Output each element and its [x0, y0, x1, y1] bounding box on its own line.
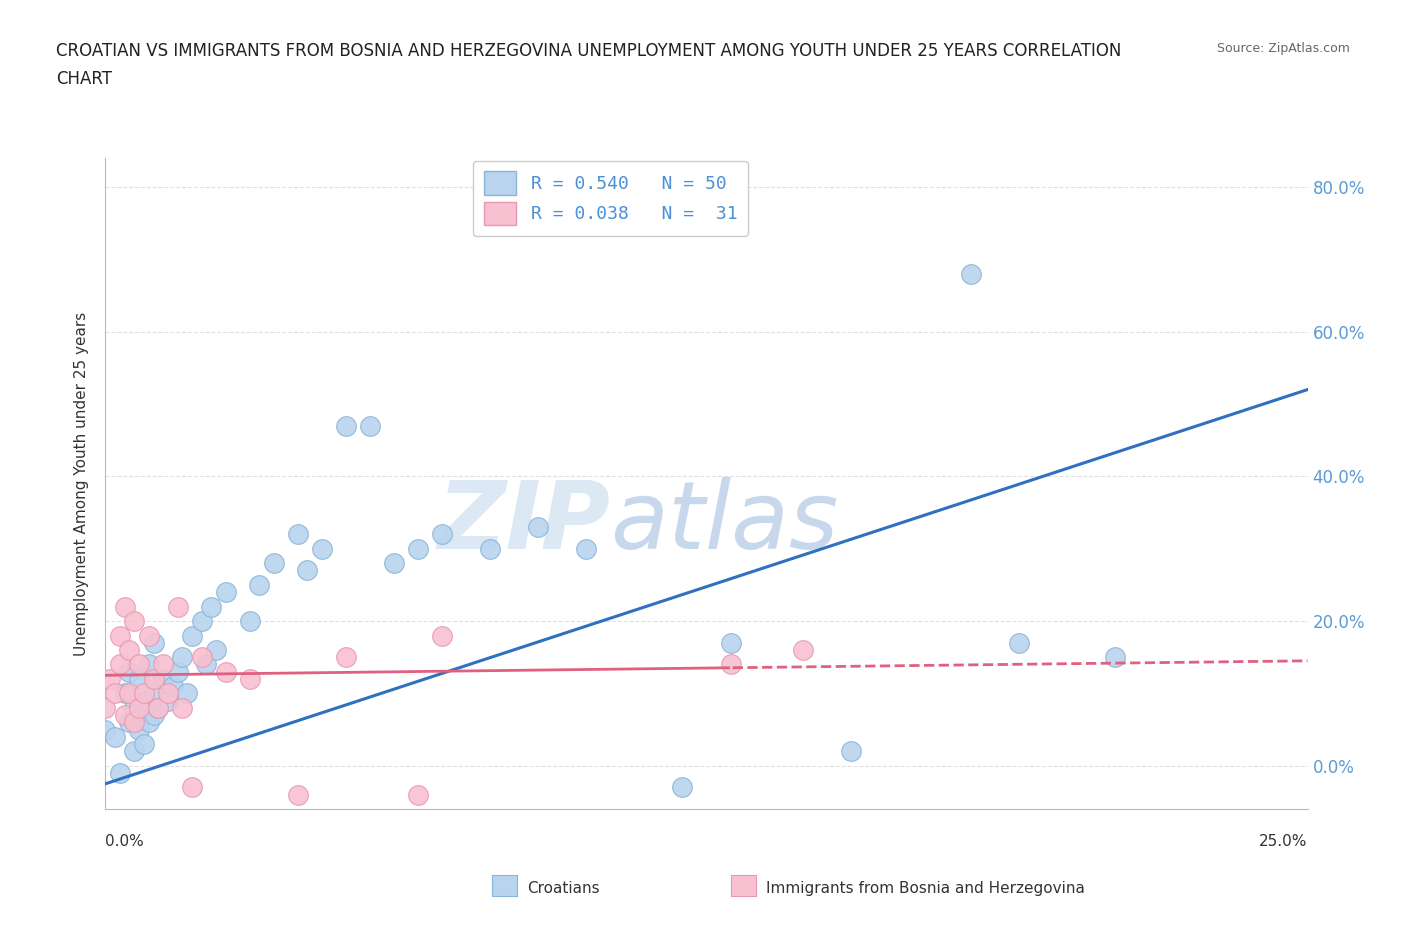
Point: [124, 700, 146, 715]
Point: [181, 780, 204, 795]
Text: Source: ZipAtlas.com: Source: ZipAtlas.com: [1216, 42, 1350, 55]
Point: [152, 671, 174, 686]
Point: [162, 679, 184, 694]
Point: [575, 541, 598, 556]
Point: [430, 628, 453, 643]
Point: [720, 657, 742, 671]
Point: [94, 700, 117, 715]
Point: [792, 643, 814, 658]
Point: [287, 526, 309, 541]
Point: [960, 266, 983, 281]
Point: [138, 628, 160, 643]
Point: [132, 693, 155, 708]
Point: [190, 650, 212, 665]
Point: [128, 700, 150, 715]
Point: [527, 520, 550, 535]
Point: [152, 657, 174, 671]
Point: [335, 650, 357, 665]
Point: [239, 614, 262, 629]
Point: [406, 541, 429, 556]
Point: [142, 671, 165, 686]
Point: [382, 556, 405, 571]
Point: [118, 686, 141, 701]
Point: [181, 628, 204, 643]
Point: [263, 556, 285, 571]
Text: atlas: atlas: [610, 477, 838, 568]
Point: [98, 671, 121, 686]
Point: [166, 664, 188, 679]
Point: [297, 563, 319, 578]
Text: Croatians: Croatians: [527, 881, 600, 896]
Point: [132, 737, 155, 751]
Point: [239, 671, 262, 686]
Point: [114, 599, 136, 614]
Point: [128, 722, 150, 737]
Point: [200, 599, 222, 614]
Point: [124, 614, 146, 629]
Point: [108, 765, 131, 780]
Point: [720, 635, 742, 650]
Text: ZIP: ZIP: [437, 477, 610, 568]
Point: [311, 541, 333, 556]
Point: [108, 657, 131, 671]
Point: [142, 686, 165, 701]
Point: [214, 664, 236, 679]
Point: [172, 700, 194, 715]
Point: [195, 657, 218, 671]
Legend: R = 0.540   N = 50, R = 0.038   N =  31: R = 0.540 N = 50, R = 0.038 N = 31: [472, 161, 748, 236]
Point: [205, 643, 228, 658]
Point: [114, 686, 136, 701]
Point: [104, 686, 127, 701]
Point: [156, 686, 179, 701]
Point: [1104, 650, 1126, 665]
Text: CHART: CHART: [56, 70, 112, 87]
Point: [124, 715, 146, 730]
Y-axis label: Unemployment Among Youth under 25 years: Unemployment Among Youth under 25 years: [75, 312, 90, 656]
Point: [94, 722, 117, 737]
Point: [1008, 635, 1031, 650]
Text: CROATIAN VS IMMIGRANTS FROM BOSNIA AND HERZEGOVINA UNEMPLOYMENT AMONG YOUTH UNDE: CROATIAN VS IMMIGRANTS FROM BOSNIA AND H…: [56, 42, 1122, 60]
Point: [479, 541, 502, 556]
Point: [247, 578, 270, 592]
Point: [108, 628, 131, 643]
Point: [176, 686, 198, 701]
Point: [128, 657, 150, 671]
Point: [671, 780, 693, 795]
Point: [406, 787, 429, 802]
Point: [118, 664, 141, 679]
Point: [166, 599, 188, 614]
Point: [190, 614, 212, 629]
Point: [214, 585, 236, 600]
Point: [124, 744, 146, 759]
Point: [104, 729, 127, 744]
Point: [335, 418, 357, 433]
Point: [148, 700, 170, 715]
Point: [359, 418, 381, 433]
Point: [118, 715, 141, 730]
Text: Immigrants from Bosnia and Herzegovina: Immigrants from Bosnia and Herzegovina: [766, 881, 1085, 896]
Point: [128, 671, 150, 686]
Point: [430, 526, 453, 541]
Text: 25.0%: 25.0%: [1260, 834, 1308, 849]
Point: [156, 693, 179, 708]
Text: 0.0%: 0.0%: [105, 834, 145, 849]
Point: [114, 708, 136, 723]
Point: [142, 635, 165, 650]
Point: [287, 787, 309, 802]
Point: [138, 657, 160, 671]
Point: [132, 686, 155, 701]
Point: [142, 708, 165, 723]
Point: [118, 643, 141, 658]
Point: [148, 700, 170, 715]
Point: [839, 744, 862, 759]
Point: [138, 715, 160, 730]
Point: [172, 650, 194, 665]
